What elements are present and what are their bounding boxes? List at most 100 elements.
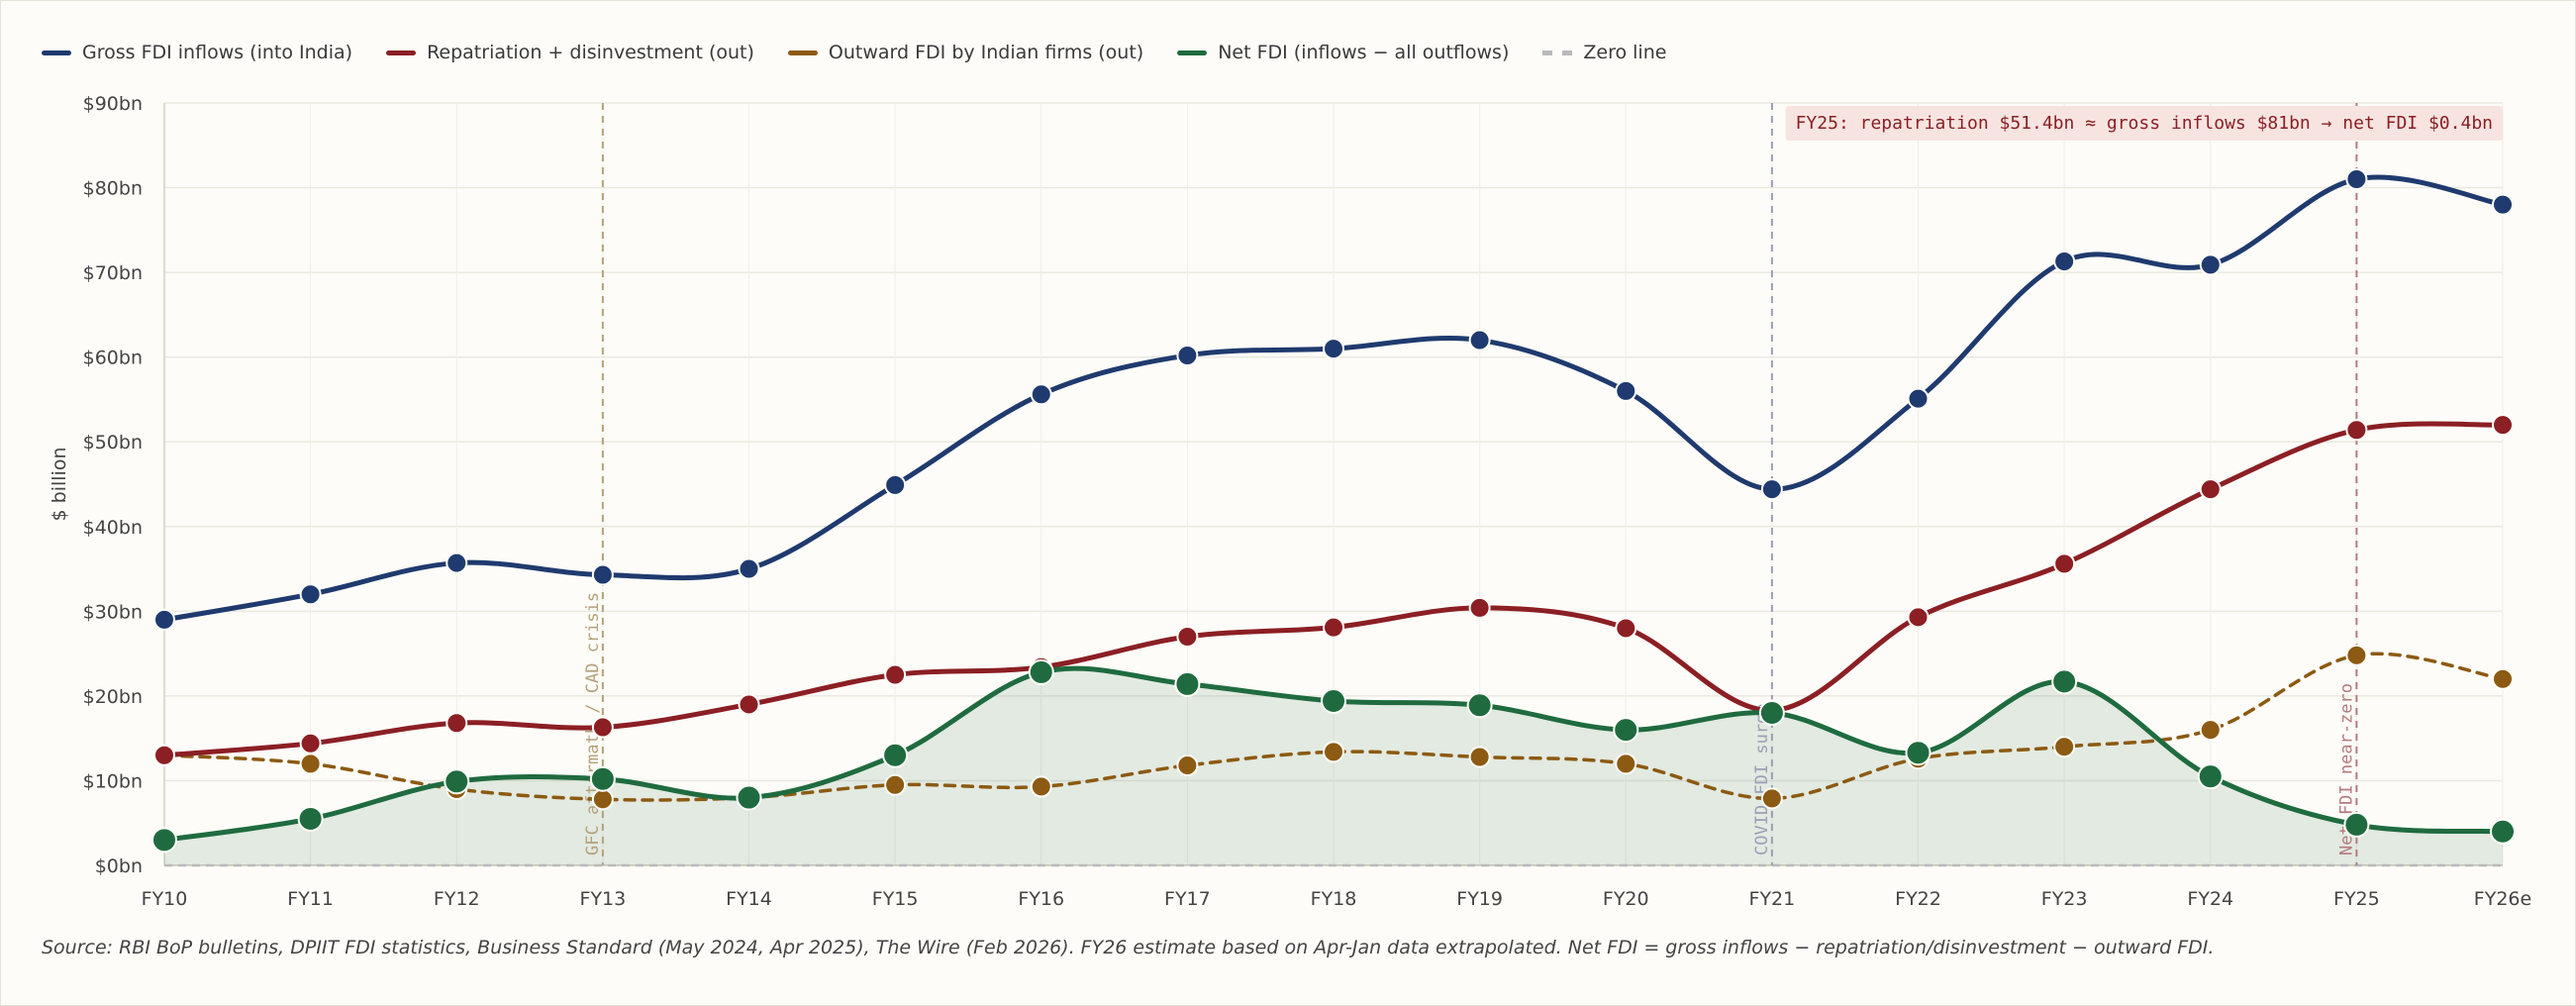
point-net-fdi-fy14 — [736, 784, 762, 811]
y-tick-label: $40bn — [83, 517, 143, 539]
y-tick-label: $80bn — [83, 178, 143, 200]
x-tick-label: FY15 — [872, 888, 919, 910]
legend-swatch-net-fdi — [1177, 50, 1208, 55]
y-tick-label: $0bn — [95, 855, 143, 877]
legend-label-gross-fdi: Gross FDI inflows (into India) — [82, 42, 353, 63]
vline-label-fy25: Net FDI near-zero — [2336, 683, 2356, 855]
legend-item-repatriation[interactable]: Repatriation + disinvestment (out) — [386, 42, 754, 63]
point-gross-fdi-fy26e — [2492, 193, 2514, 216]
point-repatriation-fy17 — [1176, 626, 1199, 648]
point-net-fdi-fy10 — [151, 827, 177, 854]
point-gross-fdi-fy16 — [1030, 383, 1052, 406]
y-tick-label: $30bn — [83, 601, 143, 623]
point-outward-fdi-fy15 — [884, 773, 907, 796]
legend-item-net-fdi[interactable]: Net FDI (inflows − all outflows) — [1177, 42, 1509, 63]
point-repatriation-fy20 — [1615, 617, 1637, 640]
point-gross-fdi-fy24 — [2199, 253, 2222, 276]
point-outward-fdi-fy25 — [2345, 644, 2368, 666]
annotation-box: FY25: repatriation $51.4bn ≈ gross inflo… — [1785, 106, 2503, 141]
x-tick-label: FY24 — [2187, 888, 2233, 910]
x-tick-label: FY13 — [580, 888, 627, 910]
fdi-line-chart: $0bn $10bn $20bn $30bn $40bn $50bn $60bn $70bn $… — [49, 93, 2531, 910]
point-repatriation-fy12 — [446, 712, 468, 735]
point-outward-fdi-fy26e — [2492, 667, 2514, 690]
point-net-fdi-fy17 — [1174, 670, 1201, 697]
point-outward-fdi-fy20 — [1615, 753, 1637, 775]
legend-swatch-zero-line — [1542, 50, 1573, 55]
point-gross-fdi-fy11 — [299, 583, 322, 606]
x-tick-label: FY19 — [1456, 888, 1503, 910]
point-net-fdi-fy21 — [1758, 700, 1785, 726]
point-gross-fdi-fy21 — [1760, 478, 1783, 501]
x-tick-label: FY14 — [726, 888, 772, 910]
point-net-fdi-fy19 — [1466, 692, 1493, 719]
legend-item-zero-line[interactable]: Zero line — [1542, 42, 1666, 63]
legend-item-gross-fdi[interactable]: Gross FDI inflows (into India) — [42, 42, 352, 63]
point-net-fdi-fy15 — [882, 742, 909, 768]
point-gross-fdi-fy20 — [1615, 379, 1637, 402]
point-gross-fdi-fy10 — [153, 608, 175, 631]
point-outward-fdi-fy17 — [1176, 754, 1199, 777]
point-net-fdi-fy18 — [1321, 688, 1346, 715]
point-net-fdi-fy26e — [2490, 818, 2516, 845]
legend-label-zero-line: Zero line — [1583, 42, 1667, 63]
point-net-fdi-fy24 — [2197, 763, 2224, 790]
point-gross-fdi-fy23 — [2053, 250, 2076, 272]
source-note: Source: RBI BoP bulletins, DPIIT FDI sta… — [42, 937, 2215, 958]
legend-item-outward-fdi[interactable]: Outward FDI by Indian firms (out) — [787, 42, 1143, 63]
point-outward-fdi-fy13 — [591, 788, 614, 811]
point-net-fdi-fy23 — [2051, 668, 2078, 695]
point-repatriation-fy14 — [738, 693, 760, 716]
y-axis-title: $ billion — [49, 448, 70, 522]
point-net-fdi-fy16 — [1028, 658, 1054, 685]
point-net-fdi-fy20 — [1613, 717, 1639, 744]
x-tick-label: FY21 — [1749, 888, 1796, 910]
x-tick-label: FY16 — [1018, 888, 1064, 910]
x-tick-label: FY25 — [2333, 888, 2380, 910]
point-net-fdi-fy22 — [1905, 740, 1932, 766]
point-outward-fdi-fy21 — [1760, 787, 1783, 810]
vline-label-fy21: COVID FDI surge — [1752, 703, 1772, 855]
point-repatriation-fy22 — [1907, 606, 1930, 629]
point-outward-fdi-fy23 — [2053, 736, 2076, 758]
point-repatriation-fy18 — [1323, 616, 1344, 639]
y-tick-label: $10bn — [83, 770, 143, 792]
legend-swatch-repatriation — [386, 50, 417, 55]
point-repatriation-fy11 — [299, 732, 322, 754]
legend-swatch-outward-fdi — [787, 50, 818, 55]
y-tick-label: $20bn — [83, 686, 143, 708]
point-gross-fdi-fy19 — [1468, 329, 1491, 352]
point-repatriation-fy23 — [2053, 553, 2076, 575]
legend-label-net-fdi: Net FDI (inflows − all outflows) — [1218, 42, 1510, 63]
point-repatriation-fy15 — [884, 663, 907, 686]
point-outward-fdi-fy16 — [1030, 775, 1052, 798]
x-tick-label: FY18 — [1311, 888, 1357, 910]
annotation-background — [1785, 106, 2503, 141]
point-gross-fdi-fy13 — [591, 563, 614, 586]
legend: Gross FDI inflows (into India) Repatriat… — [42, 38, 1700, 67]
point-repatriation-fy10 — [153, 744, 175, 766]
point-gross-fdi-fy17 — [1176, 344, 1199, 366]
annotation-text: FY25: repatriation $51.4bn ≈ gross inflo… — [1796, 113, 2493, 134]
x-tick-label: FY22 — [1895, 888, 1941, 910]
x-tick-label: FY12 — [434, 888, 480, 910]
y-tick-label: $60bn — [83, 348, 143, 369]
point-repatriation-fy19 — [1468, 596, 1491, 619]
point-net-fdi-fy13 — [589, 765, 616, 792]
point-gross-fdi-fy25 — [2345, 168, 2368, 190]
legend-label-repatriation: Repatriation + disinvestment (out) — [427, 42, 754, 63]
legend-swatch-gross-fdi — [42, 50, 71, 55]
point-outward-fdi-fy24 — [2199, 719, 2222, 742]
point-gross-fdi-fy22 — [1907, 387, 1930, 410]
y-tick-label: $90bn — [83, 93, 143, 115]
y-tick-label: $50bn — [83, 432, 143, 453]
net-fdi-area — [164, 668, 2503, 865]
point-gross-fdi-fy18 — [1323, 338, 1344, 360]
point-outward-fdi-fy18 — [1323, 741, 1344, 763]
point-repatriation-fy25 — [2345, 419, 2368, 442]
point-outward-fdi-fy19 — [1468, 746, 1491, 768]
point-repatriation-fy26e — [2492, 414, 2514, 437]
point-outward-fdi-fy11 — [299, 753, 322, 775]
x-tick-label: FY23 — [2041, 888, 2088, 910]
point-repatriation-fy24 — [2199, 478, 2222, 501]
